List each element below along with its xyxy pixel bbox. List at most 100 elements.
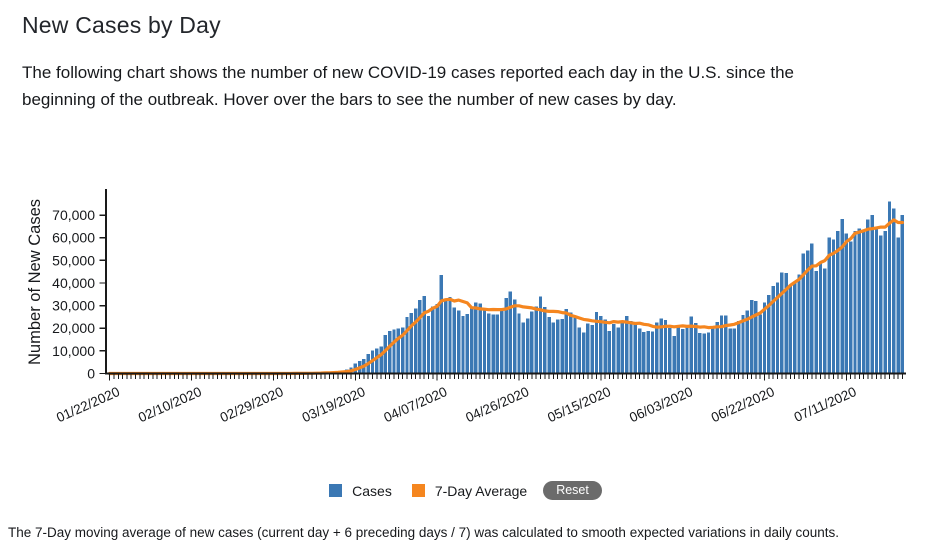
cases-bar[interactable] <box>771 285 775 374</box>
cases-bar[interactable] <box>456 310 461 374</box>
cases-bar[interactable] <box>482 309 487 374</box>
cases-bar[interactable] <box>810 243 814 374</box>
cases-bar[interactable] <box>883 230 887 374</box>
cases-bar[interactable] <box>448 297 452 374</box>
cases-bar[interactable] <box>741 315 745 374</box>
cases-bar[interactable] <box>892 208 896 374</box>
cases-bar[interactable] <box>706 332 711 374</box>
cases-bar[interactable] <box>797 274 801 374</box>
cases-bar[interactable] <box>866 219 870 374</box>
cases-bar[interactable] <box>689 316 693 374</box>
cases-bar[interactable] <box>396 328 401 374</box>
cases-bar[interactable] <box>607 330 612 374</box>
cases-bar[interactable] <box>474 302 478 374</box>
cases-bar[interactable] <box>745 310 749 374</box>
cases-bar[interactable] <box>556 319 560 374</box>
cases-bar[interactable] <box>491 314 495 374</box>
new-cases-by-day-chart[interactable]: 0 10,000 20,000 30,000 40,000 50,000 60,000 70,… <box>0 0 931 475</box>
cases-bar[interactable] <box>629 320 633 374</box>
cases-bar[interactable] <box>469 308 474 374</box>
cases-bar[interactable] <box>439 275 444 374</box>
cases-bar[interactable] <box>676 327 681 374</box>
cases-bar[interactable] <box>818 262 823 374</box>
cases-bar[interactable] <box>603 319 607 374</box>
cases-bar[interactable] <box>465 313 469 374</box>
cases-bar[interactable] <box>844 233 849 374</box>
cases-bar[interactable] <box>599 315 603 374</box>
cases-bar[interactable] <box>534 306 538 374</box>
cases-bar[interactable] <box>788 285 793 374</box>
cases-bar[interactable] <box>655 322 659 374</box>
cases-bar[interactable] <box>435 304 439 374</box>
cases-bar[interactable] <box>693 323 698 374</box>
cases-bar[interactable] <box>590 324 594 374</box>
cases-bar[interactable] <box>702 333 706 374</box>
cases-bar[interactable] <box>749 300 754 374</box>
cases-bar[interactable] <box>444 299 448 374</box>
cases-bar[interactable] <box>581 332 586 374</box>
cases-bar[interactable] <box>767 294 771 374</box>
cases-bar[interactable] <box>543 307 547 374</box>
cases-bar[interactable] <box>422 295 426 374</box>
reset-button[interactable]: Reset <box>543 481 602 500</box>
cases-bar[interactable] <box>551 322 556 374</box>
cases-bar[interactable] <box>831 239 836 374</box>
cases-bar[interactable] <box>495 314 500 374</box>
cases-bar[interactable] <box>715 321 719 374</box>
cases-bar[interactable] <box>512 299 517 374</box>
cases-bar[interactable] <box>426 316 431 374</box>
cases-bar[interactable] <box>659 318 663 374</box>
cases-bar[interactable] <box>736 320 741 374</box>
cases-bar[interactable] <box>405 316 409 374</box>
cases-bar[interactable] <box>413 308 418 374</box>
cases-bar[interactable] <box>530 311 534 374</box>
cases-bar[interactable] <box>792 281 797 374</box>
cases-bar[interactable] <box>637 328 642 374</box>
cases-bar[interactable] <box>672 336 676 374</box>
cases-bar[interactable] <box>724 315 728 374</box>
cases-bar[interactable] <box>784 272 788 374</box>
cases-bar[interactable] <box>375 348 379 374</box>
cases-bar[interactable] <box>431 306 435 374</box>
cases-bar[interactable] <box>663 320 668 374</box>
cases-bar[interactable] <box>848 241 853 374</box>
cases-bar[interactable] <box>728 328 732 374</box>
cases-bar[interactable] <box>836 230 840 374</box>
cases-bar[interactable] <box>461 316 465 374</box>
cases-bar[interactable] <box>633 324 637 374</box>
cases-bar[interactable] <box>560 318 564 374</box>
cases-bar[interactable] <box>379 346 383 374</box>
cases-bar[interactable] <box>775 282 780 374</box>
cases-bar[interactable] <box>861 230 866 374</box>
cases-bar[interactable] <box>487 313 491 374</box>
cases-bar[interactable] <box>827 237 831 374</box>
cases-bar[interactable] <box>504 298 508 374</box>
cases-bar[interactable] <box>568 312 573 374</box>
cases-bar[interactable] <box>594 312 599 374</box>
cases-bar[interactable] <box>896 237 900 374</box>
cases-bar[interactable] <box>732 328 737 374</box>
cases-bar[interactable] <box>573 315 577 374</box>
cases-bar[interactable] <box>879 235 883 374</box>
cases-bar[interactable] <box>642 331 646 374</box>
cases-bar[interactable] <box>392 329 396 374</box>
cases-bar[interactable] <box>517 313 521 374</box>
cases-bar[interactable] <box>400 327 405 374</box>
cases-bar[interactable] <box>685 325 689 374</box>
cases-bar[interactable] <box>521 322 525 374</box>
cases-bar[interactable] <box>616 327 620 374</box>
cases-bar[interactable] <box>500 308 504 374</box>
cases-bar[interactable] <box>754 300 758 374</box>
cases-bar[interactable] <box>887 201 892 374</box>
cases-bar[interactable] <box>668 328 672 374</box>
cases-bar[interactable] <box>383 334 388 374</box>
cases-bar[interactable] <box>762 302 767 374</box>
cases-bar[interactable] <box>586 323 590 374</box>
cases-bar[interactable] <box>538 296 543 374</box>
cases-bar[interactable] <box>853 231 857 374</box>
cases-bar[interactable] <box>577 327 581 374</box>
cases-bar[interactable] <box>620 320 625 374</box>
cases-bar[interactable] <box>900 215 905 374</box>
cases-bar[interactable] <box>698 332 702 374</box>
cases-bar[interactable] <box>646 330 650 374</box>
